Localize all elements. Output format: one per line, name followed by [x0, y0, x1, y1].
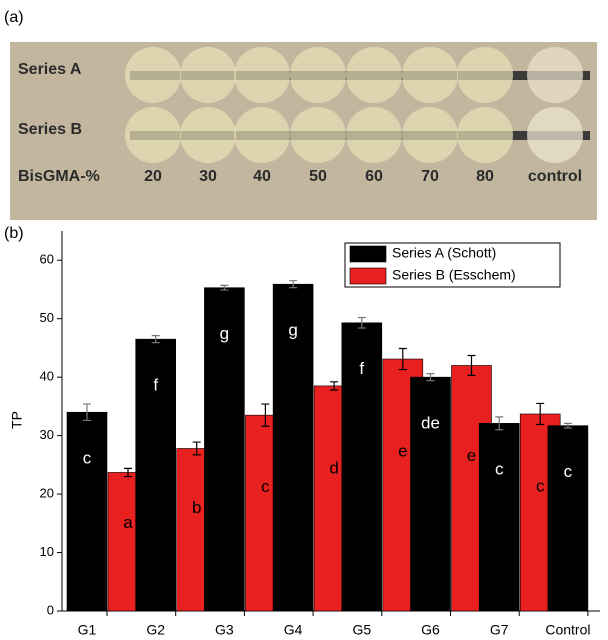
error-bar [220, 284, 229, 291]
sample [346, 107, 402, 163]
y-tick-label: 0 [47, 602, 54, 617]
row-label: Series A [18, 61, 82, 78]
column-label: 60 [365, 168, 383, 185]
column-label: 20 [144, 168, 162, 185]
column-label: control [528, 168, 582, 185]
x-tick-label: G1 [78, 622, 97, 638]
significance-letter: d [329, 459, 338, 478]
sample [402, 47, 458, 103]
significance-letter: de [421, 413, 440, 432]
significance-letter: b [192, 498, 201, 517]
significance-letter: c [564, 462, 573, 481]
error-bar [124, 467, 132, 478]
bar [66, 411, 108, 612]
significance-letter: f [153, 375, 158, 394]
error-bar [467, 354, 476, 376]
sample [527, 47, 583, 103]
x-tick-label: G2 [146, 622, 165, 638]
legend-swatch [349, 245, 387, 263]
significance-letter: e [467, 446, 476, 465]
column-label: 50 [309, 168, 327, 185]
sample [527, 107, 583, 163]
error-bar [398, 347, 407, 371]
column-label: 70 [421, 168, 439, 185]
bar [547, 425, 589, 612]
column-label: 30 [199, 168, 217, 185]
sample [402, 107, 458, 163]
panel-label: (b) [4, 225, 24, 242]
error-bar [536, 402, 545, 426]
sample [180, 107, 236, 163]
significance-letter: a [123, 513, 133, 532]
sample [234, 47, 290, 103]
legend-label: Series B (Esschem) [392, 267, 516, 283]
sample [234, 107, 290, 163]
significance-letter: c [495, 460, 504, 479]
sample [457, 107, 513, 163]
x-tick-label: G3 [215, 622, 234, 638]
bar [410, 376, 451, 612]
bar [478, 423, 520, 612]
row-label: BisGMA-% [18, 168, 100, 185]
panel-label: (a) [4, 9, 24, 26]
x-tick-label: G6 [421, 622, 440, 638]
error-bar [261, 403, 270, 427]
sample [290, 47, 346, 103]
significance-letter: g [220, 324, 229, 343]
error-bar [357, 316, 366, 329]
y-tick-label: 60 [40, 252, 54, 267]
error-bar [151, 335, 160, 344]
row-label: Series B [18, 121, 82, 138]
y-tick-label: 20 [40, 486, 54, 501]
significance-letter: f [359, 359, 364, 378]
sample [290, 107, 346, 163]
error-bar [330, 381, 339, 391]
x-tick-label: Control [545, 622, 590, 638]
significance-letter: c [536, 476, 545, 495]
sample [346, 47, 402, 103]
legend-swatch [349, 267, 387, 285]
significance-letter: g [288, 320, 297, 339]
sample [457, 47, 513, 103]
significance-letter: c [83, 448, 92, 467]
column-label: 40 [253, 168, 271, 185]
y-tick-label: 30 [40, 427, 54, 442]
y-tick-label: 40 [40, 369, 54, 384]
legend-label: Series A (Schott) [392, 245, 496, 261]
error-bar [495, 416, 504, 431]
error-bar [426, 373, 435, 382]
x-tick-label: G4 [284, 622, 303, 638]
significance-letter: c [261, 477, 270, 496]
bar [341, 322, 383, 612]
error-bar [192, 441, 201, 456]
sample [125, 47, 181, 103]
x-tick-label: G7 [490, 622, 509, 638]
error-bar [289, 280, 298, 289]
sample [125, 107, 181, 163]
bar [204, 287, 245, 612]
y-tick-label: 10 [40, 544, 54, 559]
column-label: 80 [476, 168, 494, 185]
y-tick-label: 50 [40, 310, 54, 325]
sample [180, 47, 236, 103]
error-bar [563, 422, 572, 429]
x-tick-label: G5 [352, 622, 371, 638]
y-axis-label: TP [9, 411, 25, 429]
significance-letter: e [398, 442, 407, 461]
error-bar [83, 403, 91, 422]
